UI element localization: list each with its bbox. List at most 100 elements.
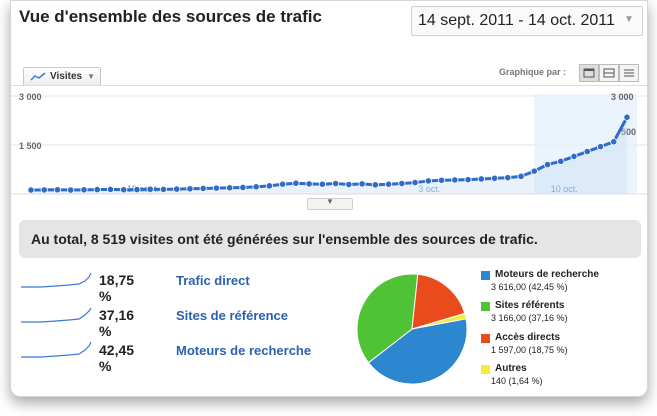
data-point <box>318 180 326 188</box>
data-point <box>530 167 538 175</box>
data-point <box>146 185 154 193</box>
data-point <box>345 180 353 189</box>
data-point <box>557 157 565 165</box>
traffic-pie-chart <box>356 273 468 385</box>
x-tick-label: 3 oct. <box>418 184 440 194</box>
data-point <box>305 180 313 188</box>
data-point <box>490 174 499 182</box>
data-point <box>623 113 631 121</box>
y-tick-label: 1 500 <box>19 141 42 151</box>
data-point <box>477 175 485 183</box>
pie-slice <box>367 318 468 385</box>
metric-selector-label: Visites <box>50 71 83 82</box>
week-view-icon <box>603 68 615 78</box>
chevron-down-icon: ▼ <box>87 72 95 81</box>
data-point <box>583 147 591 156</box>
highlight-region <box>534 94 637 194</box>
data-point <box>371 181 379 189</box>
legend-name: Autres <box>495 363 527 374</box>
legend-swatch <box>481 271 490 280</box>
data-point <box>265 182 273 190</box>
data-point <box>226 184 234 192</box>
data-point <box>332 179 340 188</box>
series-line <box>30 116 629 192</box>
legend-value: 1 597,00 (18,75 %) <box>491 345 568 355</box>
data-point <box>279 180 287 188</box>
pie-slice <box>356 273 419 364</box>
y-tick-label: 500 <box>621 127 636 137</box>
data-point <box>53 186 62 194</box>
source-percent: 37,16 % <box>99 307 135 339</box>
page-title: Vue d'ensemble des sources de trafic <box>19 7 322 26</box>
data-point <box>517 172 525 180</box>
legend-swatch <box>481 302 490 311</box>
legend-swatch <box>481 334 490 343</box>
y-tick-label: 3 000 <box>19 92 42 102</box>
legend-name: Moteurs de recherche <box>495 269 599 280</box>
data-point <box>358 180 366 188</box>
source-link-direct[interactable]: Trafic direct <box>176 273 250 288</box>
sparkline <box>21 272 92 288</box>
data-point <box>464 176 472 184</box>
data-point <box>596 143 605 151</box>
data-point <box>199 184 207 193</box>
series-area <box>31 117 627 194</box>
data-point <box>610 138 618 146</box>
date-range-value: 14 sept. 2011 - 14 oct. 2011 <box>418 12 615 29</box>
day-view-button[interactable] <box>579 64 599 82</box>
data-point <box>292 179 300 187</box>
source-link-referral[interactable]: Sites de référence <box>176 308 289 323</box>
x-tick-label: 10 oct. <box>551 184 578 194</box>
week-view-button[interactable] <box>599 64 619 82</box>
data-point <box>543 161 552 169</box>
data-point <box>67 186 75 194</box>
data-point <box>437 176 446 184</box>
pie-slice <box>411 273 466 330</box>
source-link-search-engines[interactable]: Moteurs de recherche <box>176 343 312 358</box>
source-percent: 42,45 % <box>99 342 135 374</box>
legend-swatch <box>481 365 490 374</box>
data-point <box>186 185 194 193</box>
y-tick-label: 3 000 <box>611 92 634 102</box>
data-point <box>80 186 88 194</box>
date-range-picker[interactable]: 14 sept. 2011 - 14 oct. 2011 ▼ <box>411 6 643 36</box>
summary-text: Au total, 8 519 visites ont été générées… <box>31 231 538 247</box>
sparkline <box>21 307 92 323</box>
data-point <box>504 174 512 182</box>
legend-value: 3 616,00 (42,45 %) <box>491 282 568 292</box>
data-point <box>40 186 48 194</box>
data-point <box>27 186 35 194</box>
line-chart-icon <box>30 72 46 81</box>
data-point <box>159 185 168 194</box>
data-point <box>133 185 141 194</box>
data-point <box>239 183 247 192</box>
data-point <box>173 185 181 193</box>
legend-name: Accès directs <box>495 332 561 343</box>
legend-value: 3 166,00 (37,16 %) <box>491 313 568 323</box>
collapse-chart-button[interactable]: ▼ <box>307 197 353 210</box>
dropdown-arrow-icon: ▼ <box>624 14 634 25</box>
data-point <box>93 185 101 194</box>
data-point <box>411 178 419 187</box>
data-point <box>570 152 578 161</box>
data-point <box>120 186 128 194</box>
metric-selector-tab[interactable]: Visites ▼ <box>23 67 101 86</box>
data-point <box>212 184 221 192</box>
traffic-sources-overview-card: Vue d'ensemble des sources de trafic 14 … <box>10 0 648 397</box>
chevron-down-icon: ▼ <box>326 197 334 206</box>
data-point <box>252 183 260 191</box>
data-point <box>384 180 393 188</box>
month-view-icon <box>624 69 634 77</box>
summary-banner: Au total, 8 519 visites ont été générées… <box>19 220 641 258</box>
data-point <box>106 185 115 194</box>
data-point <box>451 176 459 184</box>
data-point <box>424 177 432 185</box>
day-view-icon <box>583 68 595 78</box>
data-point <box>398 179 406 188</box>
month-view-button[interactable] <box>619 64 639 82</box>
sparkline <box>21 341 92 358</box>
graph-by-label: Graphique par : <box>499 67 567 77</box>
legend-value: 140 (1,64 %) <box>491 376 543 386</box>
visits-line-chart: 3 000 1 500 3 000 500 19 sept. 3 oct. 10 oct. <box>11 85 647 202</box>
